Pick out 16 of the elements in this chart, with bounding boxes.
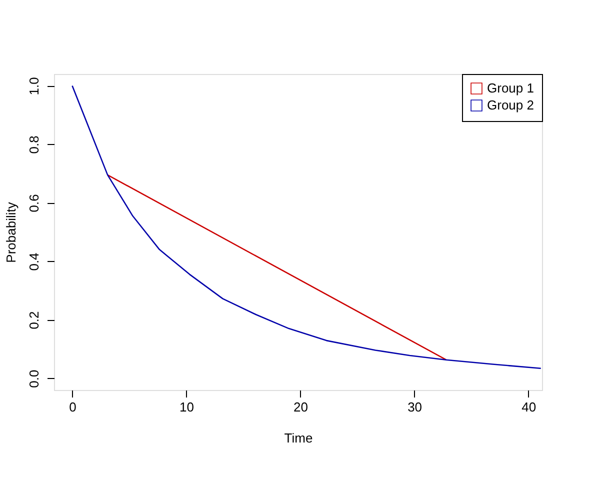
y-tick-label: 0.2	[26, 311, 42, 330]
legend-label: Group 2	[487, 98, 534, 112]
x-tick-label: 40	[522, 400, 536, 414]
x-tick-label: 20	[294, 400, 308, 414]
y-axis-title: Probability	[4, 202, 18, 263]
y-tick-label: 0.6	[26, 194, 42, 212]
y-tick-label: 0.0	[26, 370, 42, 388]
x-tick-label: 10	[180, 400, 194, 414]
x-tick-label: 30	[408, 400, 422, 414]
x-axis-title: Time	[284, 430, 313, 446]
x-tick-label: 0	[69, 400, 76, 414]
y-tick-label: 0.4	[26, 252, 42, 271]
y-tick-label: 0.8	[26, 136, 42, 154]
line-series	[72, 85, 542, 369]
legend-label: Group 1	[487, 80, 534, 96]
y-tick-label: 1.0	[26, 77, 42, 96]
